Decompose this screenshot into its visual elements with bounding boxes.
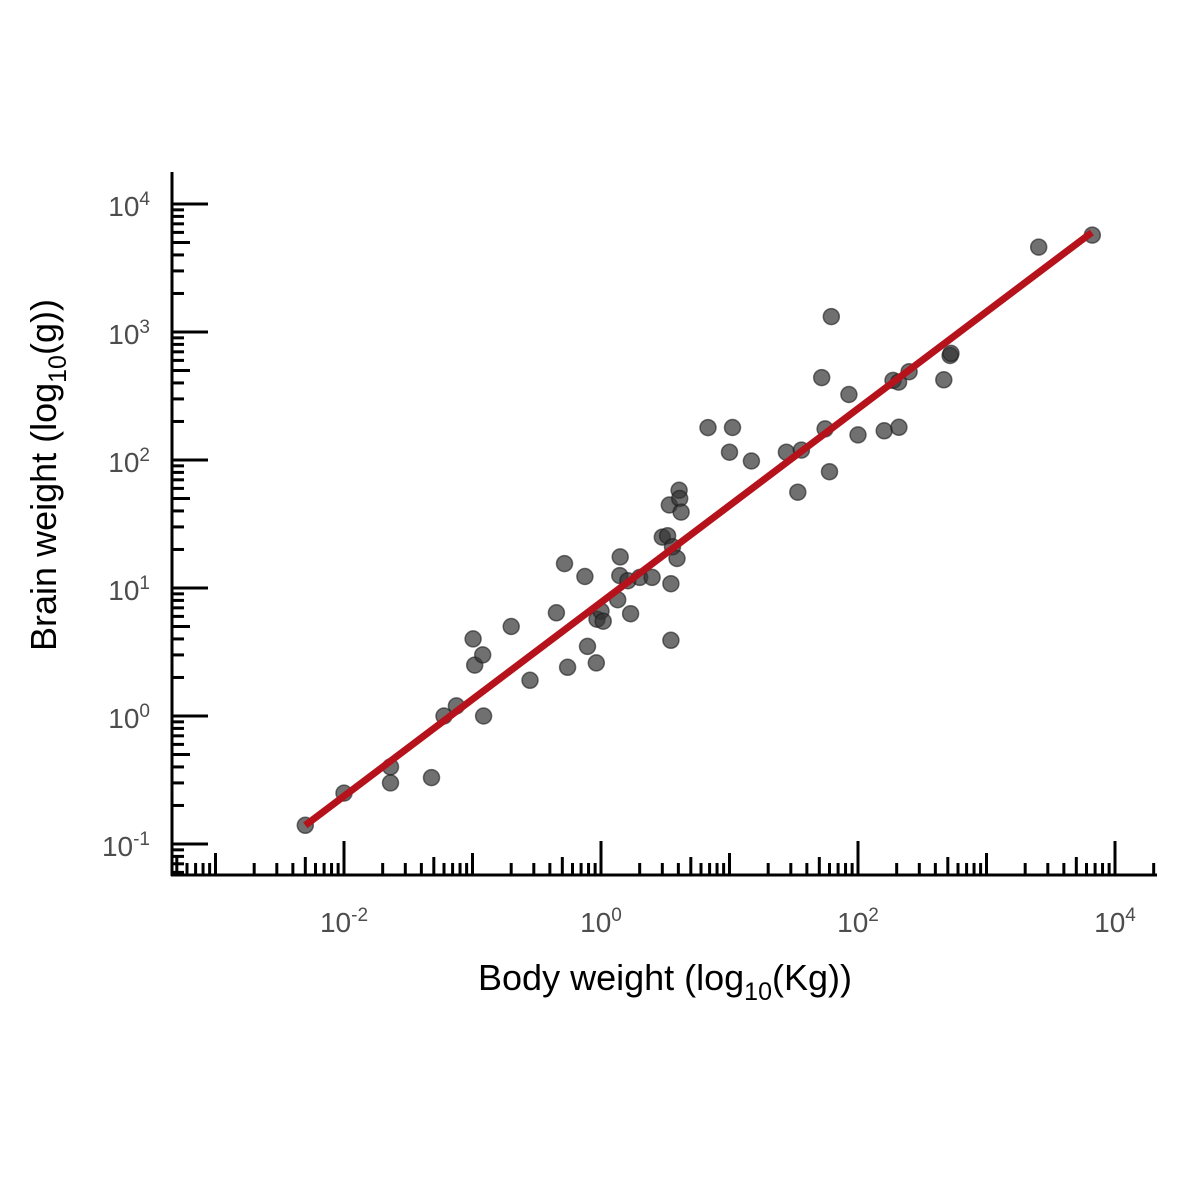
y-tick-label: 10-1: [102, 829, 150, 862]
data-point: [521, 671, 539, 690]
data-point: [723, 418, 742, 437]
data-point: [502, 617, 520, 636]
x-tick-label: 10-2: [320, 905, 368, 938]
data-point: [1029, 238, 1048, 256]
data-point: [935, 371, 953, 389]
y-tick-label: 102: [108, 445, 150, 478]
data-point: [942, 344, 960, 363]
x-tick-label: 102: [837, 905, 879, 938]
x-tick-label: 100: [580, 905, 622, 938]
data-point: [422, 768, 441, 787]
data-point: [578, 637, 597, 656]
data-point: [547, 604, 566, 622]
x-axis-title: Body weight (log10(Kg)): [478, 957, 852, 1006]
data-point: [890, 418, 908, 437]
data-point: [668, 549, 686, 568]
y-tick-label: 104: [108, 189, 150, 222]
data-point: [812, 368, 831, 387]
data-point: [699, 418, 717, 437]
data-point: [576, 567, 594, 586]
data-point: [621, 604, 640, 623]
data-point: [594, 612, 612, 630]
fit-line: [303, 229, 1094, 829]
x-tick-label: 104: [1094, 905, 1136, 938]
data-point: [558, 658, 577, 677]
data-point: [875, 422, 893, 440]
data-point: [742, 452, 761, 470]
data-point: [643, 568, 661, 587]
data-point: [555, 554, 574, 573]
data-point: [662, 574, 680, 593]
data-point: [473, 646, 492, 664]
y-axis-title: Brain weight (log10(g)): [23, 299, 72, 651]
data-point: [381, 774, 400, 792]
axes: 10-2 100 102 104 10-1 100 101 102 103 104: [102, 172, 1157, 938]
data-point: [474, 707, 493, 725]
data-point: [840, 385, 858, 404]
data-point: [849, 426, 867, 444]
data-point: [820, 462, 839, 481]
data-point: [672, 503, 690, 521]
data-point: [789, 483, 807, 501]
data-point: [720, 443, 739, 461]
fit-line-layer: [303, 229, 1094, 829]
y-tick-label: 100: [108, 701, 150, 734]
y-tick-label: 101: [108, 573, 150, 606]
data-point: [662, 631, 680, 650]
data-point: [587, 654, 606, 672]
data-point: [822, 307, 841, 326]
data-point: [611, 548, 629, 566]
y-tick-label: 103: [108, 317, 150, 350]
data-point: [464, 630, 482, 648]
